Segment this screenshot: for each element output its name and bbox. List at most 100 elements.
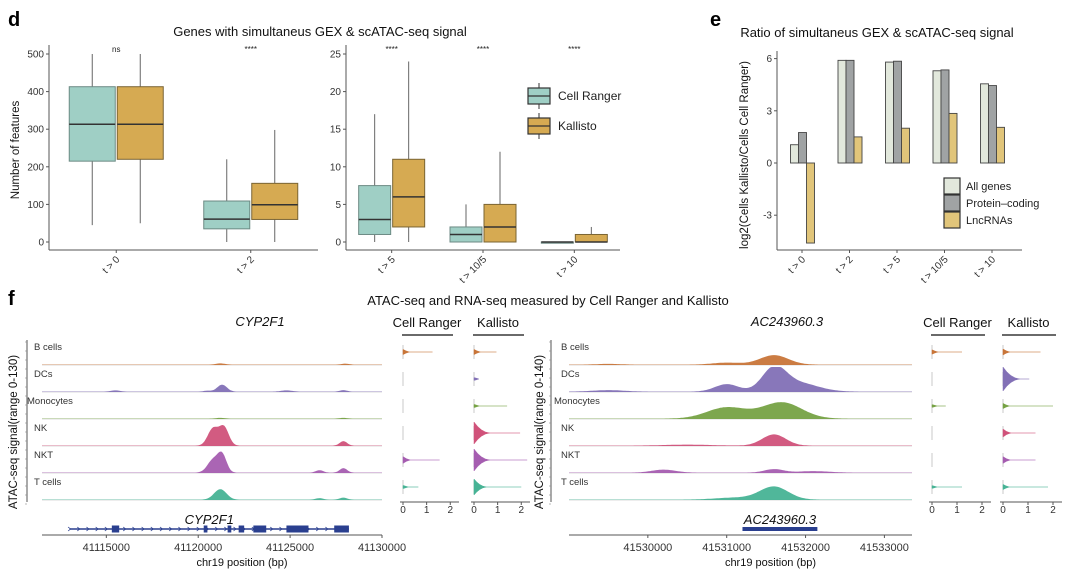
violin-cell-ranger [931,404,938,408]
significance-label: **** [245,45,257,54]
violin-xtick-label: 2 [447,505,453,516]
violin-kallisto [473,448,490,472]
panel-e-ylabel: log2(Cells Kallisto/Cells Cell Ranger) [739,61,751,249]
bar-protein-coding [988,85,997,164]
atac-track-monocytes [569,402,912,419]
legend-key-protein-coding [943,194,961,212]
violin-cell-ranger [402,456,412,464]
panel-d-ytick-label: 200 [27,162,44,173]
bar-all-genes [885,61,894,164]
violin-cell-ranger [402,485,409,489]
violin-kallisto [473,421,490,445]
strand-arrow [122,526,127,532]
violin-kallisto [473,377,480,381]
track-label-b-cells: B cells [34,342,62,353]
track-label-b-cells: B cells [561,342,589,353]
track-label-nk: NK [561,423,575,434]
violin-column-title: Kallisto [1008,315,1050,330]
violin-kallisto [473,478,487,496]
panel-d-ytick-label: 5 [335,200,341,211]
violin-kallisto [1002,348,1011,356]
violin-cell-ranger [931,485,938,489]
strand-arrow [95,526,99,532]
bar-all-genes [932,70,942,164]
genomic-xlabel: chr19 position (bp) [196,557,287,569]
panel-e-xtick-label: t > 2 [834,254,856,276]
panel-d-ytick-label: 100 [27,200,44,211]
violin-xtick-label: 1 [1025,505,1031,516]
bar-lncrnas [853,136,863,164]
strand-arrow [315,526,320,532]
panel-f-ylabel: ATAC-seq signal(range 0-130) [8,355,20,509]
panel-d-ytick-label: 0 [335,238,341,249]
gene-title: CYP2F1 [235,314,284,329]
atac-track-nk [42,425,382,446]
violin-kallisto [1002,483,1011,491]
track-label-dcs: DCs [561,369,580,380]
genomic-xtick-label: 41531000 [702,542,751,554]
violin-xtick-label: 1 [954,505,960,516]
genomic-xtick-label: 41115000 [83,542,130,554]
atac-track-t-cells [42,489,382,500]
exon [286,525,309,533]
atac-track-nkt [42,451,382,473]
strand-arrow [104,526,108,532]
violin-column-title: Cell Ranger [923,315,992,330]
violin-column-title: Cell Ranger [393,315,462,330]
panel-e-ytick-label: 0 [766,159,772,170]
legend-label: Protein–coding [966,198,1039,210]
panel-d-ytick-label: 20 [330,87,342,98]
panel-f-title: ATAC-seq and RNA-seq measured by Cell Ra… [367,293,729,308]
panel-d-xtick-label: t > 10 [555,254,581,280]
bar-all-genes [790,144,799,164]
atac-track-dcs [569,367,912,392]
track-label-nk: NK [34,423,48,434]
panel-d-ytick-label: 10 [330,162,342,173]
violin-kallisto [1002,456,1012,464]
exon [334,525,349,533]
panel-e-xtick-label: t > 0 [786,254,808,276]
bar-protein-coding [893,60,902,164]
panel-d-ytick-label: 0 [38,238,44,249]
strand-arrow [77,526,81,532]
strand-arrow [159,526,164,532]
bar-protein-coding [845,59,855,164]
violin-xtick-label: 0 [1000,505,1006,516]
legend-key-all-genes [943,177,961,195]
genomic-xlabel: chr19 position (bp) [725,557,816,569]
panel-e-ytick-label: -3 [763,211,772,222]
genomic-xtick-label: 41125000 [266,542,314,554]
exon [238,525,245,533]
panel-d-title: Genes with simultaneus GEX & scATAC-seq … [173,24,467,39]
exon [253,525,267,533]
atac-track-nk [569,434,912,446]
significance-label: **** [477,45,489,54]
violin-xtick-label: 0 [400,505,406,516]
track-label-nkt: NKT [561,450,580,461]
violin-cell-ranger [402,348,411,356]
significance-label: **** [385,45,397,54]
panel-d-xtick-label: t > 5 [376,254,398,276]
legend-key-lncrnas [943,211,961,229]
violin-kallisto [1002,428,1011,438]
track-label-nkt: NKT [34,450,53,461]
strand-arrow [325,526,329,532]
significance-label: **** [568,45,580,54]
legend-label: Kallisto [558,119,597,133]
violin-column-title: Kallisto [477,315,519,330]
strand-arrow [178,526,182,532]
violin-kallisto [473,348,482,356]
strand-arrow [141,526,145,532]
panel-d-ytick-label: 15 [330,125,342,136]
box-kallisto [116,86,164,160]
atac-track-monocytes [42,417,382,419]
significance-label: ns [112,45,120,54]
gene-title: AC243960.3 [750,314,824,329]
panel-d-ylabel: Number of features [10,101,22,200]
exon [203,525,208,533]
panel-d-ytick-label: 400 [27,87,44,98]
atac-track-dcs [42,384,382,392]
strand-arrow [187,526,191,532]
panel-e-xtick-label: t > 10 [972,254,998,280]
